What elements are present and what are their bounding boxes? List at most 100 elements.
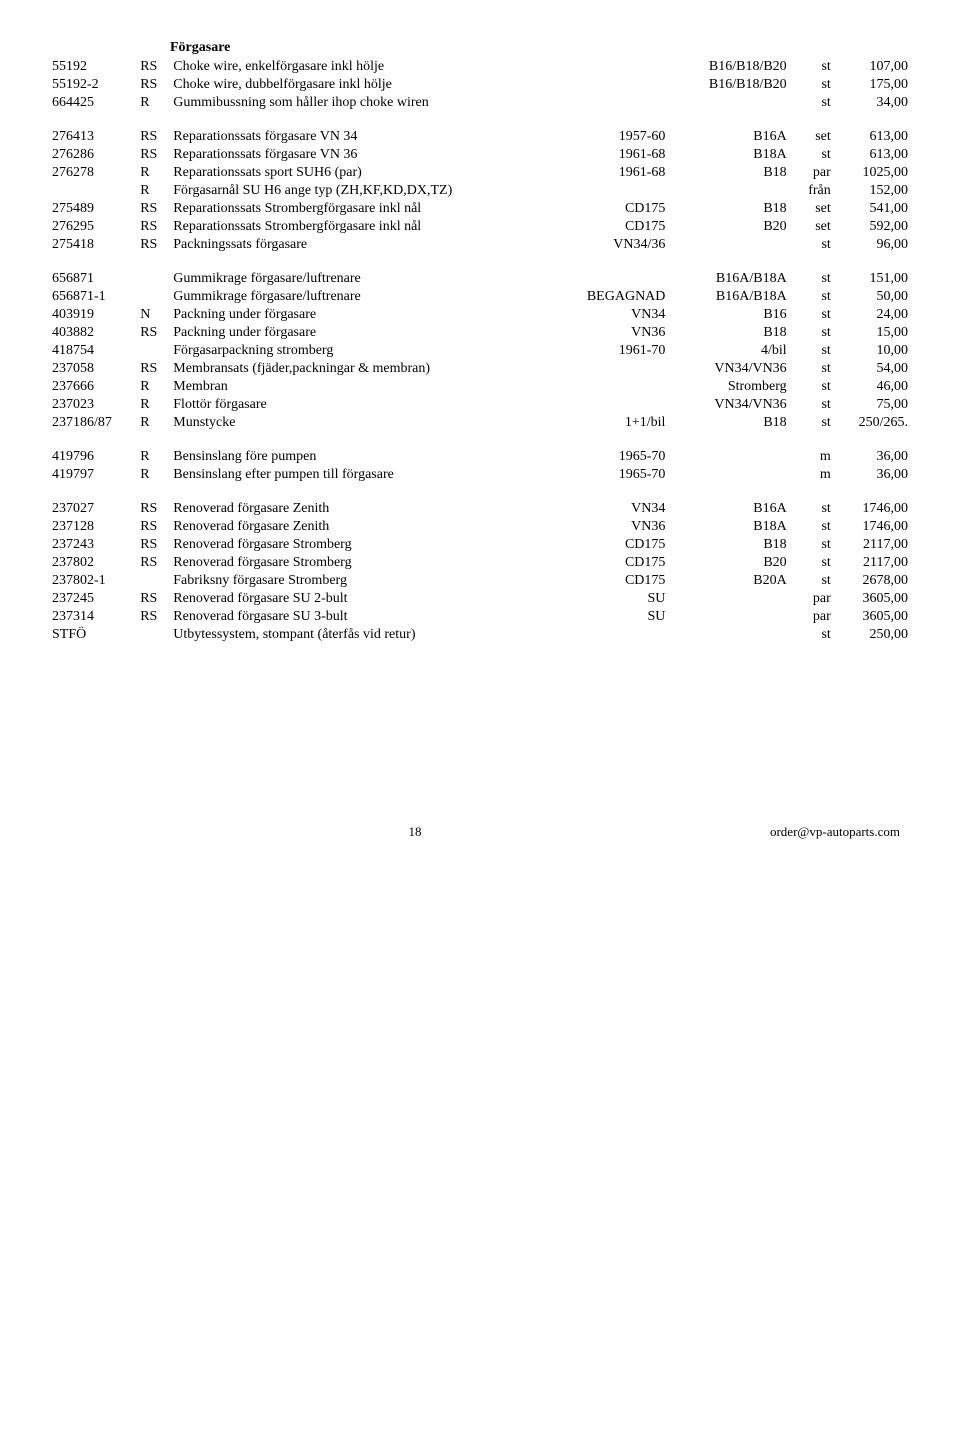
spec-cell bbox=[546, 360, 667, 378]
unit-cell: från bbox=[789, 182, 833, 200]
price-cell: 1025,00 bbox=[833, 164, 910, 182]
unit-cell: st bbox=[789, 270, 833, 288]
fit-cell bbox=[667, 182, 788, 200]
code-cell bbox=[138, 572, 171, 590]
fit-cell: B16A bbox=[667, 500, 788, 518]
fit-cell bbox=[667, 466, 788, 484]
table-row: 237666RMembranStrombergst46,00 bbox=[50, 378, 910, 396]
fit-cell: B18 bbox=[667, 324, 788, 342]
description-cell: Choke wire, enkelförgasare inkl hölje bbox=[171, 58, 546, 76]
unit-cell: m bbox=[789, 466, 833, 484]
part-number: 237186/87 bbox=[50, 414, 138, 432]
unit-cell: st bbox=[789, 146, 833, 164]
description-cell: Utbytessystem, stompant (återfås vid ret… bbox=[171, 626, 546, 644]
part-number: 237058 bbox=[50, 360, 138, 378]
fit-cell: VN34/VN36 bbox=[667, 360, 788, 378]
description-cell: Fabriksny förgasare Stromberg bbox=[171, 572, 546, 590]
code-cell: RS bbox=[138, 58, 171, 76]
code-cell bbox=[138, 288, 171, 306]
fit-cell: 4/bil bbox=[667, 342, 788, 360]
spec-cell bbox=[546, 58, 667, 76]
description-cell: Förgasarpackning stromberg bbox=[171, 342, 546, 360]
unit-cell: st bbox=[789, 76, 833, 94]
fit-cell: B16/B18/B20 bbox=[667, 76, 788, 94]
code-cell: R bbox=[138, 414, 171, 432]
unit-cell: par bbox=[789, 590, 833, 608]
part-number: STFÖ bbox=[50, 626, 138, 644]
description-cell: Förgasarnål SU H6 ange typ (ZH,KF,KD,DX,… bbox=[171, 182, 546, 200]
code-cell: N bbox=[138, 306, 171, 324]
price-cell: 1746,00 bbox=[833, 518, 910, 536]
code-cell: RS bbox=[138, 76, 171, 94]
unit-cell: st bbox=[789, 306, 833, 324]
table-row: 237023RFlottör förgasareVN34/VN36st75,00 bbox=[50, 396, 910, 414]
description-cell: Reparationssats sport SUH6 (par) bbox=[171, 164, 546, 182]
spec-cell: CD175 bbox=[546, 218, 667, 236]
price-cell: 2117,00 bbox=[833, 536, 910, 554]
spec-cell: VN34 bbox=[546, 306, 667, 324]
table-row: 418754Förgasarpackning stromberg1961-704… bbox=[50, 342, 910, 360]
table-row: 276413RSReparationssats förgasare VN 341… bbox=[50, 128, 910, 146]
table-row: 237243RSRenoverad förgasare StrombergCD1… bbox=[50, 536, 910, 554]
spacer-cell bbox=[50, 432, 910, 448]
fit-cell bbox=[667, 448, 788, 466]
part-number: 237128 bbox=[50, 518, 138, 536]
unit-cell: st bbox=[789, 288, 833, 306]
spec-cell: BEGAGNAD bbox=[546, 288, 667, 306]
price-cell: 613,00 bbox=[833, 146, 910, 164]
spec-cell: VN34/36 bbox=[546, 236, 667, 254]
part-number: 237666 bbox=[50, 378, 138, 396]
unit-cell: st bbox=[789, 324, 833, 342]
price-cell: 151,00 bbox=[833, 270, 910, 288]
part-number: 237245 bbox=[50, 590, 138, 608]
price-cell: 2117,00 bbox=[833, 554, 910, 572]
page-footer: 18 order@vp-autoparts.com bbox=[50, 824, 910, 840]
fit-cell bbox=[667, 94, 788, 112]
fit-cell: B16A bbox=[667, 128, 788, 146]
unit-cell: par bbox=[789, 164, 833, 182]
price-cell: 3605,00 bbox=[833, 608, 910, 626]
price-cell: 3605,00 bbox=[833, 590, 910, 608]
code-cell: RS bbox=[138, 324, 171, 342]
part-number: 55192-2 bbox=[50, 76, 138, 94]
description-cell: Munstycke bbox=[171, 414, 546, 432]
code-cell: RS bbox=[138, 536, 171, 554]
code-cell: R bbox=[138, 182, 171, 200]
description-cell: Membran bbox=[171, 378, 546, 396]
spec-cell: CD175 bbox=[546, 572, 667, 590]
part-number bbox=[50, 182, 138, 200]
unit-cell: st bbox=[789, 342, 833, 360]
code-cell: RS bbox=[138, 554, 171, 572]
table-row: 664425RGummibussning som håller ihop cho… bbox=[50, 94, 910, 112]
table-row: 403882RSPackning under förgasareVN36B18s… bbox=[50, 324, 910, 342]
fit-cell: B18 bbox=[667, 536, 788, 554]
unit-cell: st bbox=[789, 378, 833, 396]
spec-cell: SU bbox=[546, 590, 667, 608]
spec-cell bbox=[546, 76, 667, 94]
part-number: 276278 bbox=[50, 164, 138, 182]
price-cell: 175,00 bbox=[833, 76, 910, 94]
fit-cell: B16A/B18A bbox=[667, 270, 788, 288]
table-row: 276286RSReparationssats förgasare VN 361… bbox=[50, 146, 910, 164]
spec-cell bbox=[546, 270, 667, 288]
table-row: 419797RBensinslang efter pumpen till för… bbox=[50, 466, 910, 484]
section-title: Förgasare bbox=[170, 40, 910, 56]
parts-table: 55192RSChoke wire, enkelförgasare inkl h… bbox=[50, 58, 910, 644]
fit-cell bbox=[667, 608, 788, 626]
fit-cell: B16A/B18A bbox=[667, 288, 788, 306]
price-cell: 107,00 bbox=[833, 58, 910, 76]
spec-cell: CD175 bbox=[546, 536, 667, 554]
price-cell: 36,00 bbox=[833, 448, 910, 466]
part-number: 664425 bbox=[50, 94, 138, 112]
part-number: 276413 bbox=[50, 128, 138, 146]
spec-cell: 1961-68 bbox=[546, 164, 667, 182]
code-cell: RS bbox=[138, 360, 171, 378]
code-cell: RS bbox=[138, 236, 171, 254]
unit-cell: st bbox=[789, 360, 833, 378]
spec-cell: CD175 bbox=[546, 554, 667, 572]
code-cell: RS bbox=[138, 128, 171, 146]
fit-cell bbox=[667, 626, 788, 644]
price-cell: 36,00 bbox=[833, 466, 910, 484]
fit-cell: B18 bbox=[667, 414, 788, 432]
unit-cell: m bbox=[789, 448, 833, 466]
